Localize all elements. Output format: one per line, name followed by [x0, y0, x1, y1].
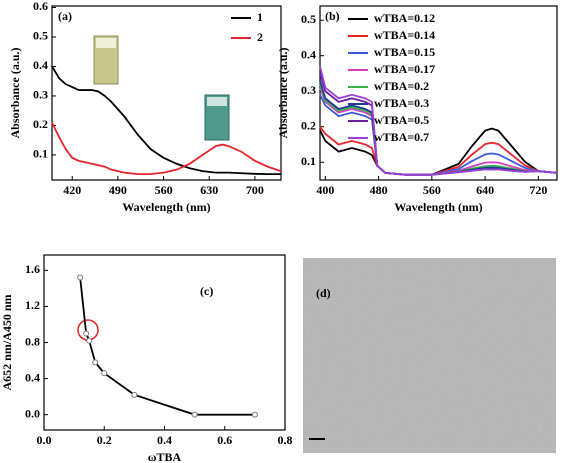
y-tick-label: 0.1	[301, 154, 316, 168]
x-tick-label: 720	[529, 183, 547, 197]
panel-label: (b)	[325, 9, 340, 23]
series-line	[319, 126, 558, 176]
legend-label: wTBA=0.14	[374, 28, 435, 42]
legend-label: wTBA=0.12	[374, 11, 435, 25]
data-point	[251, 411, 258, 418]
x-tick-label: 0.6	[217, 433, 232, 447]
x-tick-label: 0.0	[37, 433, 52, 447]
y-tick-label: 0.8	[25, 334, 40, 348]
scale-bar	[309, 438, 325, 440]
data-point	[92, 359, 99, 366]
legend-label: wTBA=0.7	[374, 130, 429, 144]
panel-label: (c)	[200, 284, 213, 298]
legend-label: wTBA=0.15	[374, 45, 435, 59]
legend-label: wTBA=0.3	[374, 96, 429, 110]
y-tick-label: 0.3	[301, 83, 316, 97]
tem-texture	[303, 258, 556, 453]
x-tick-label: 480	[370, 183, 388, 197]
series-line	[319, 127, 558, 176]
series-line	[319, 66, 558, 176]
y-tick-label: 1.2	[25, 298, 40, 312]
x-axis-label: ωTBA	[148, 450, 182, 463]
legend-label: wTBA=0.2	[374, 79, 429, 93]
series-line	[51, 122, 282, 176]
legend-label: wTBA=0.17	[374, 62, 435, 76]
x-tick-label: 700	[246, 183, 264, 197]
y-tick-label: 0.4	[25, 370, 40, 384]
data-point	[83, 330, 90, 337]
y-tick-label: 1.6	[25, 262, 40, 276]
series-line	[51, 65, 281, 176]
y-axis-label: A652 nm/A450 nm	[0, 294, 14, 390]
x-axis-label: Wavelength (nm)	[122, 200, 210, 214]
data-point	[191, 411, 198, 418]
data-point	[86, 337, 93, 344]
x-tick-label: 0.2	[97, 433, 112, 447]
series-line	[319, 80, 558, 176]
y-tick-label: 0.2	[33, 117, 48, 131]
x-tick-label: 0.4	[157, 433, 172, 447]
x-tick-label: 490	[109, 183, 127, 197]
y-tick-label: 0.1	[33, 147, 48, 161]
x-tick-label: 640	[476, 183, 494, 197]
y-tick-label: 0.4	[33, 58, 48, 72]
cuvette-cap	[207, 97, 227, 106]
x-tick-label: 560	[423, 183, 441, 197]
legend-label: 2	[257, 30, 263, 44]
y-tick-label: 0.4	[301, 47, 316, 61]
y-tick-label: 0.6	[33, 0, 48, 13]
x-tick-label: 630	[200, 183, 218, 197]
x-tick-label: 420	[63, 183, 81, 197]
series-line	[319, 73, 558, 176]
y-tick-label: 0.5	[33, 29, 48, 43]
y-axis-label: Absorbance (a.u.)	[276, 47, 290, 138]
panel-label: (a)	[58, 9, 72, 23]
y-axis-label: Absorbance (a.u.)	[8, 47, 22, 138]
data-point	[77, 274, 84, 281]
plot-frame	[51, 5, 282, 181]
legend-label: wTBA=0.5	[374, 113, 429, 127]
cuvette-cap	[96, 38, 116, 48]
legend-label: 1	[257, 10, 263, 24]
y-tick-label: 0.2	[301, 118, 316, 132]
x-tick-label: 560	[155, 183, 173, 197]
series-line	[319, 83, 558, 176]
x-axis-label: Wavelength (nm)	[394, 200, 482, 214]
plot-frame	[319, 5, 558, 181]
panel-label: (d)	[316, 286, 331, 300]
y-tick-label: 0.5	[301, 12, 316, 26]
series-line	[79, 277, 255, 416]
y-tick-label: 0.0	[25, 406, 40, 420]
x-tick-label: 0.8	[278, 433, 293, 447]
y-tick-label: 0.3	[33, 88, 48, 102]
x-tick-label: 400	[316, 183, 334, 197]
data-point	[131, 391, 138, 398]
data-point	[101, 370, 108, 377]
